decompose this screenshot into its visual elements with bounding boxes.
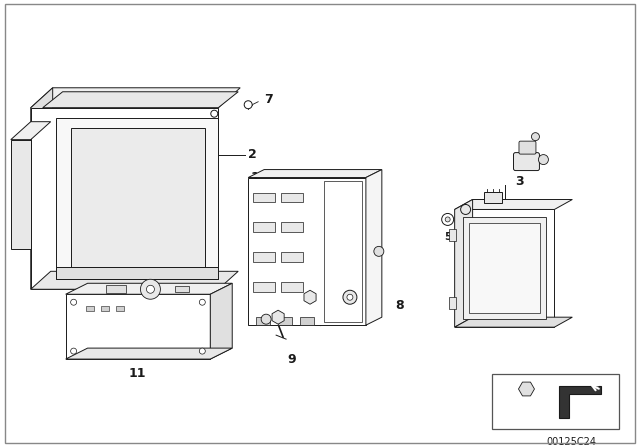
Bar [86,306,93,311]
Text: 9: 9 [288,353,296,366]
Bar [256,317,270,325]
Polygon shape [43,92,238,108]
Text: 7: 7 [264,93,273,106]
Polygon shape [454,317,572,327]
FancyBboxPatch shape [513,153,540,171]
Polygon shape [366,169,382,325]
Polygon shape [66,348,232,359]
Circle shape [538,155,548,164]
Polygon shape [454,199,572,210]
Circle shape [140,279,161,299]
Bar [175,286,189,292]
Polygon shape [454,199,472,327]
Bar [449,297,456,309]
Polygon shape [11,140,31,250]
Text: 5: 5 [444,233,451,242]
Circle shape [531,133,540,141]
Circle shape [442,213,454,225]
Bar [449,229,456,241]
Polygon shape [454,210,554,327]
Bar [100,306,109,311]
Bar [281,252,303,263]
Bar [484,191,502,203]
Bar [106,285,125,293]
Polygon shape [70,128,205,267]
Polygon shape [66,294,211,359]
Bar [300,317,314,325]
Circle shape [211,110,218,117]
Circle shape [461,204,470,215]
Bar [492,374,620,429]
Bar [281,193,303,202]
Polygon shape [66,283,232,294]
Polygon shape [31,108,218,289]
Polygon shape [11,122,51,140]
Text: 8: 8 [396,299,404,312]
Bar [253,282,275,292]
Bar [468,224,540,313]
Circle shape [347,294,353,300]
Polygon shape [56,118,218,279]
Polygon shape [559,386,601,418]
Circle shape [244,101,252,109]
Polygon shape [31,88,240,108]
Polygon shape [211,283,232,359]
Circle shape [147,285,154,293]
Text: 1: 1 [251,171,260,184]
Polygon shape [31,88,52,289]
Text: 00125C24: 00125C24 [547,437,596,447]
Polygon shape [248,169,382,177]
Polygon shape [248,177,366,325]
Circle shape [374,246,384,256]
Text: 3: 3 [515,175,524,188]
Circle shape [343,290,357,304]
Bar [116,306,124,311]
Bar [278,317,292,325]
Bar [253,222,275,233]
Text: 2: 2 [248,148,257,161]
Circle shape [261,314,271,324]
Bar [324,181,362,322]
FancyBboxPatch shape [519,141,536,154]
Polygon shape [56,267,218,279]
Circle shape [199,348,205,354]
Text: 4: 4 [488,208,497,219]
Circle shape [70,348,77,354]
Text: 6: 6 [461,222,470,233]
Bar [281,282,303,292]
Bar [253,252,275,263]
Bar [463,217,547,319]
Circle shape [445,217,450,222]
Bar [253,193,275,202]
Text: 11: 11 [129,366,146,379]
Circle shape [199,299,205,305]
Bar [281,222,303,233]
Circle shape [70,299,77,305]
Text: 10: 10 [496,384,511,394]
Polygon shape [31,271,238,289]
